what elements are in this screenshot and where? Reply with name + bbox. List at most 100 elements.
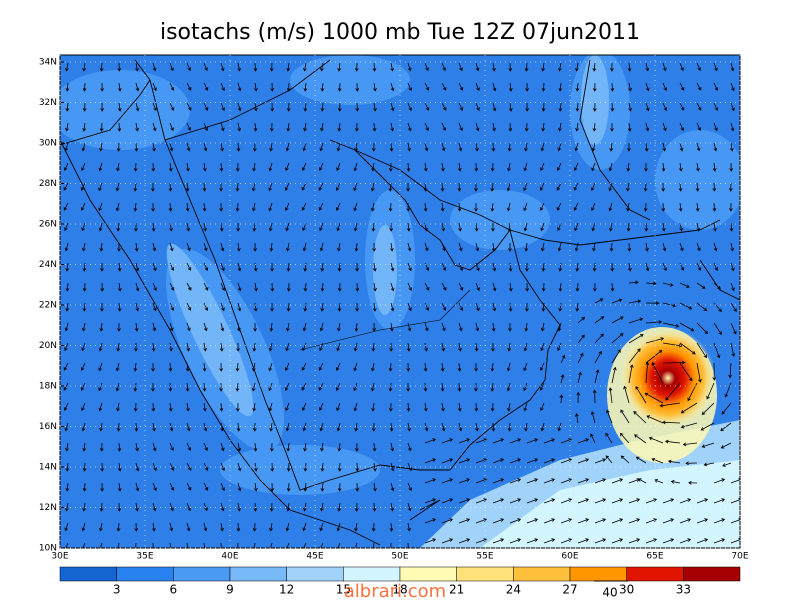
wind-arrow — [186, 242, 191, 252]
wind-arrow — [135, 122, 139, 132]
wind-arrow — [626, 222, 631, 232]
wind-arrow — [507, 142, 512, 152]
wind-arrow — [100, 262, 104, 272]
wind-arrow — [540, 162, 545, 172]
wind-arrow — [524, 322, 529, 332]
wind-arrow — [696, 362, 702, 383]
wind-arrow — [543, 538, 556, 544]
wind-arrow — [117, 462, 122, 472]
wind-arrow — [169, 282, 175, 291]
wind-arrow — [662, 122, 667, 132]
wind-arrow — [235, 402, 240, 412]
wind-arrow — [557, 242, 562, 252]
wind-arrow — [626, 202, 630, 212]
wind-arrow — [302, 322, 307, 332]
wind-arrow — [508, 322, 512, 332]
wind-arrow — [577, 498, 590, 504]
wind-arrow — [301, 362, 307, 371]
wind-arrow — [80, 182, 86, 191]
wind-arrow — [627, 242, 632, 252]
wind-arrow — [64, 522, 69, 532]
wind-arrow — [577, 458, 590, 464]
wind-arrow — [524, 422, 528, 432]
wind-arrow — [65, 462, 70, 472]
wind-arrow — [611, 298, 623, 304]
colorbar-label: 15 — [336, 583, 351, 597]
wind-arrow — [372, 122, 377, 132]
wind-arrow — [388, 162, 393, 172]
wind-arrow — [491, 222, 495, 232]
wind-arrow — [389, 242, 394, 252]
wind-arrow — [98, 342, 103, 352]
wind-arrow — [82, 302, 87, 312]
wind-arrow — [203, 502, 208, 512]
wind-arrow — [152, 242, 157, 252]
wind-arrow — [82, 482, 87, 492]
wind-arrow — [491, 242, 496, 252]
wind-arrow — [65, 442, 69, 452]
wind-arrow — [268, 202, 273, 212]
wind-arrow — [285, 522, 290, 532]
wind-arrow — [713, 102, 719, 111]
wind-arrow — [63, 382, 69, 391]
wind-arrow — [251, 362, 256, 372]
wind-arrow — [99, 502, 104, 512]
wind-arrow — [355, 282, 360, 292]
wind-arrow — [80, 202, 86, 211]
wind-arrow — [594, 316, 605, 324]
wind-arrow — [251, 382, 256, 392]
wind-arrow — [98, 382, 103, 392]
title: isotachs (m/s) 1000 mb Tue 12Z 07jun2011 — [160, 20, 640, 45]
wind-arrow — [82, 502, 86, 512]
wind-arrow — [220, 462, 225, 472]
wind-arrow — [169, 522, 174, 532]
wind-arrow — [628, 334, 644, 344]
wind-arrow — [541, 282, 546, 292]
wind-arrow — [168, 382, 173, 392]
wind-arrow — [389, 342, 393, 352]
wind-arrow — [98, 202, 103, 212]
wind-arrow — [620, 409, 630, 424]
wind-arrow — [303, 302, 308, 312]
wind-arrow — [268, 382, 273, 392]
wind-arrow — [608, 387, 613, 404]
wind-arrow — [543, 498, 556, 504]
wind-arrow — [492, 302, 497, 312]
wind-arrow — [336, 542, 341, 548]
wind-arrow — [543, 438, 556, 444]
wind-arrow — [134, 422, 139, 432]
wind-arrow — [320, 102, 325, 112]
wind-arrow — [577, 518, 590, 524]
wind-arrow — [303, 502, 307, 512]
wind-arrow — [219, 402, 224, 412]
wind-arrow — [523, 402, 528, 412]
wind-arrow — [354, 142, 358, 152]
wind-arrow — [541, 62, 545, 72]
wind-arrow — [135, 482, 140, 492]
wind-arrow — [441, 342, 446, 352]
wind-arrow — [627, 62, 632, 72]
wind-arrow — [407, 502, 412, 512]
colorbar-label: 18 — [392, 583, 407, 597]
wind-arrow — [388, 202, 393, 212]
wind-arrow — [458, 242, 463, 252]
wind-arrow — [133, 402, 138, 412]
wind-arrow — [441, 478, 454, 484]
wind-arrow — [390, 442, 395, 452]
colorbar-swatch — [173, 566, 231, 582]
wind-arrow — [574, 222, 579, 232]
wind-arrow — [286, 122, 291, 132]
lat-label: 16N — [39, 422, 57, 432]
wind-arrow — [539, 362, 545, 371]
wind-arrow — [713, 242, 718, 252]
wind-arrow — [270, 302, 274, 312]
colorbar-label: 12 — [279, 583, 294, 597]
wind-arrow — [424, 518, 437, 524]
wind-arrow — [576, 391, 581, 404]
wind-arrow — [237, 82, 242, 92]
wind-arrow — [116, 422, 121, 432]
wind-arrow — [724, 382, 732, 398]
wind-arrow — [373, 102, 377, 112]
wind-arrow — [679, 162, 683, 172]
